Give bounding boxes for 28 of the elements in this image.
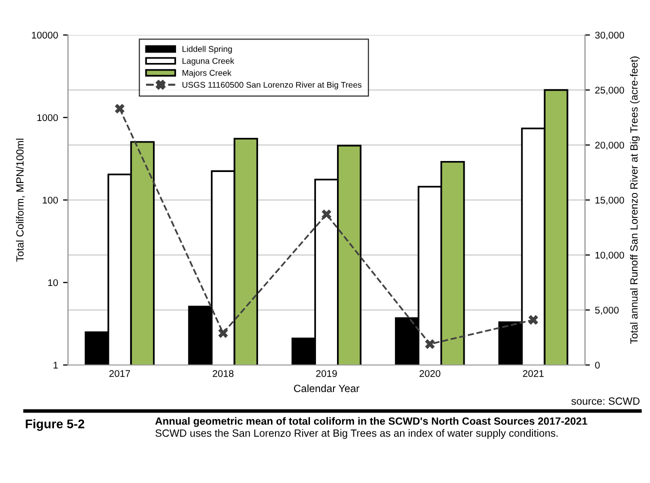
y-tick-label: 10 bbox=[48, 279, 58, 286]
text: SCWD uses the San Lorenzo River at Big Trees as an index of water supply conditions. bbox=[155, 429, 558, 439]
x-tick-label: 2020 bbox=[420, 370, 440, 377]
legend-label: Majors Creek bbox=[182, 70, 232, 78]
y-tick-label: 1000 bbox=[37, 114, 58, 122]
x-tick-label: 2018 bbox=[212, 370, 234, 377]
y2-tick-label: 20,000 bbox=[595, 142, 624, 150]
y2-axis-title: Total annual Runoff San Lorenzo River at Big Trees (acre-feet) bbox=[630, 56, 640, 344]
y2-tick-label: 25,000 bbox=[595, 86, 624, 95]
y-tick-label: 1 bbox=[54, 362, 58, 369]
x-tick-label: 2017 bbox=[109, 370, 130, 377]
source-note: source: SCWD bbox=[571, 397, 640, 405]
y-tick-label: 100 bbox=[42, 196, 58, 204]
legend-label: Laguna Creek bbox=[182, 58, 234, 66]
x-tick-label: 2019 bbox=[316, 370, 337, 377]
y-axis-title: Total Coliform, MPN/100ml bbox=[16, 138, 25, 262]
x-tick-label: 2021 bbox=[522, 370, 544, 377]
y2-tick-label: 30,000 bbox=[595, 32, 624, 40]
y2-tick-label: 10,000 bbox=[595, 252, 624, 260]
legend-label: USGS 11160500 San Lorenzo River at Big Trees bbox=[182, 82, 362, 90]
text: Annual geometric mean of total coliform in the SCWD's North Coast Sources 2017-2021 bbox=[155, 417, 588, 427]
caption: Figure 5-2 bbox=[26, 419, 84, 431]
x-axis-title: Calendar Year bbox=[294, 384, 360, 392]
y2-tick-label: 15,000 bbox=[595, 196, 624, 205]
y2-tick-label: 0 bbox=[595, 362, 600, 369]
y2-tick-label: 5,000 bbox=[595, 306, 619, 315]
y-tick-label: 10000 bbox=[32, 32, 58, 39]
legend-label: Liddell Spring bbox=[182, 46, 232, 54]
